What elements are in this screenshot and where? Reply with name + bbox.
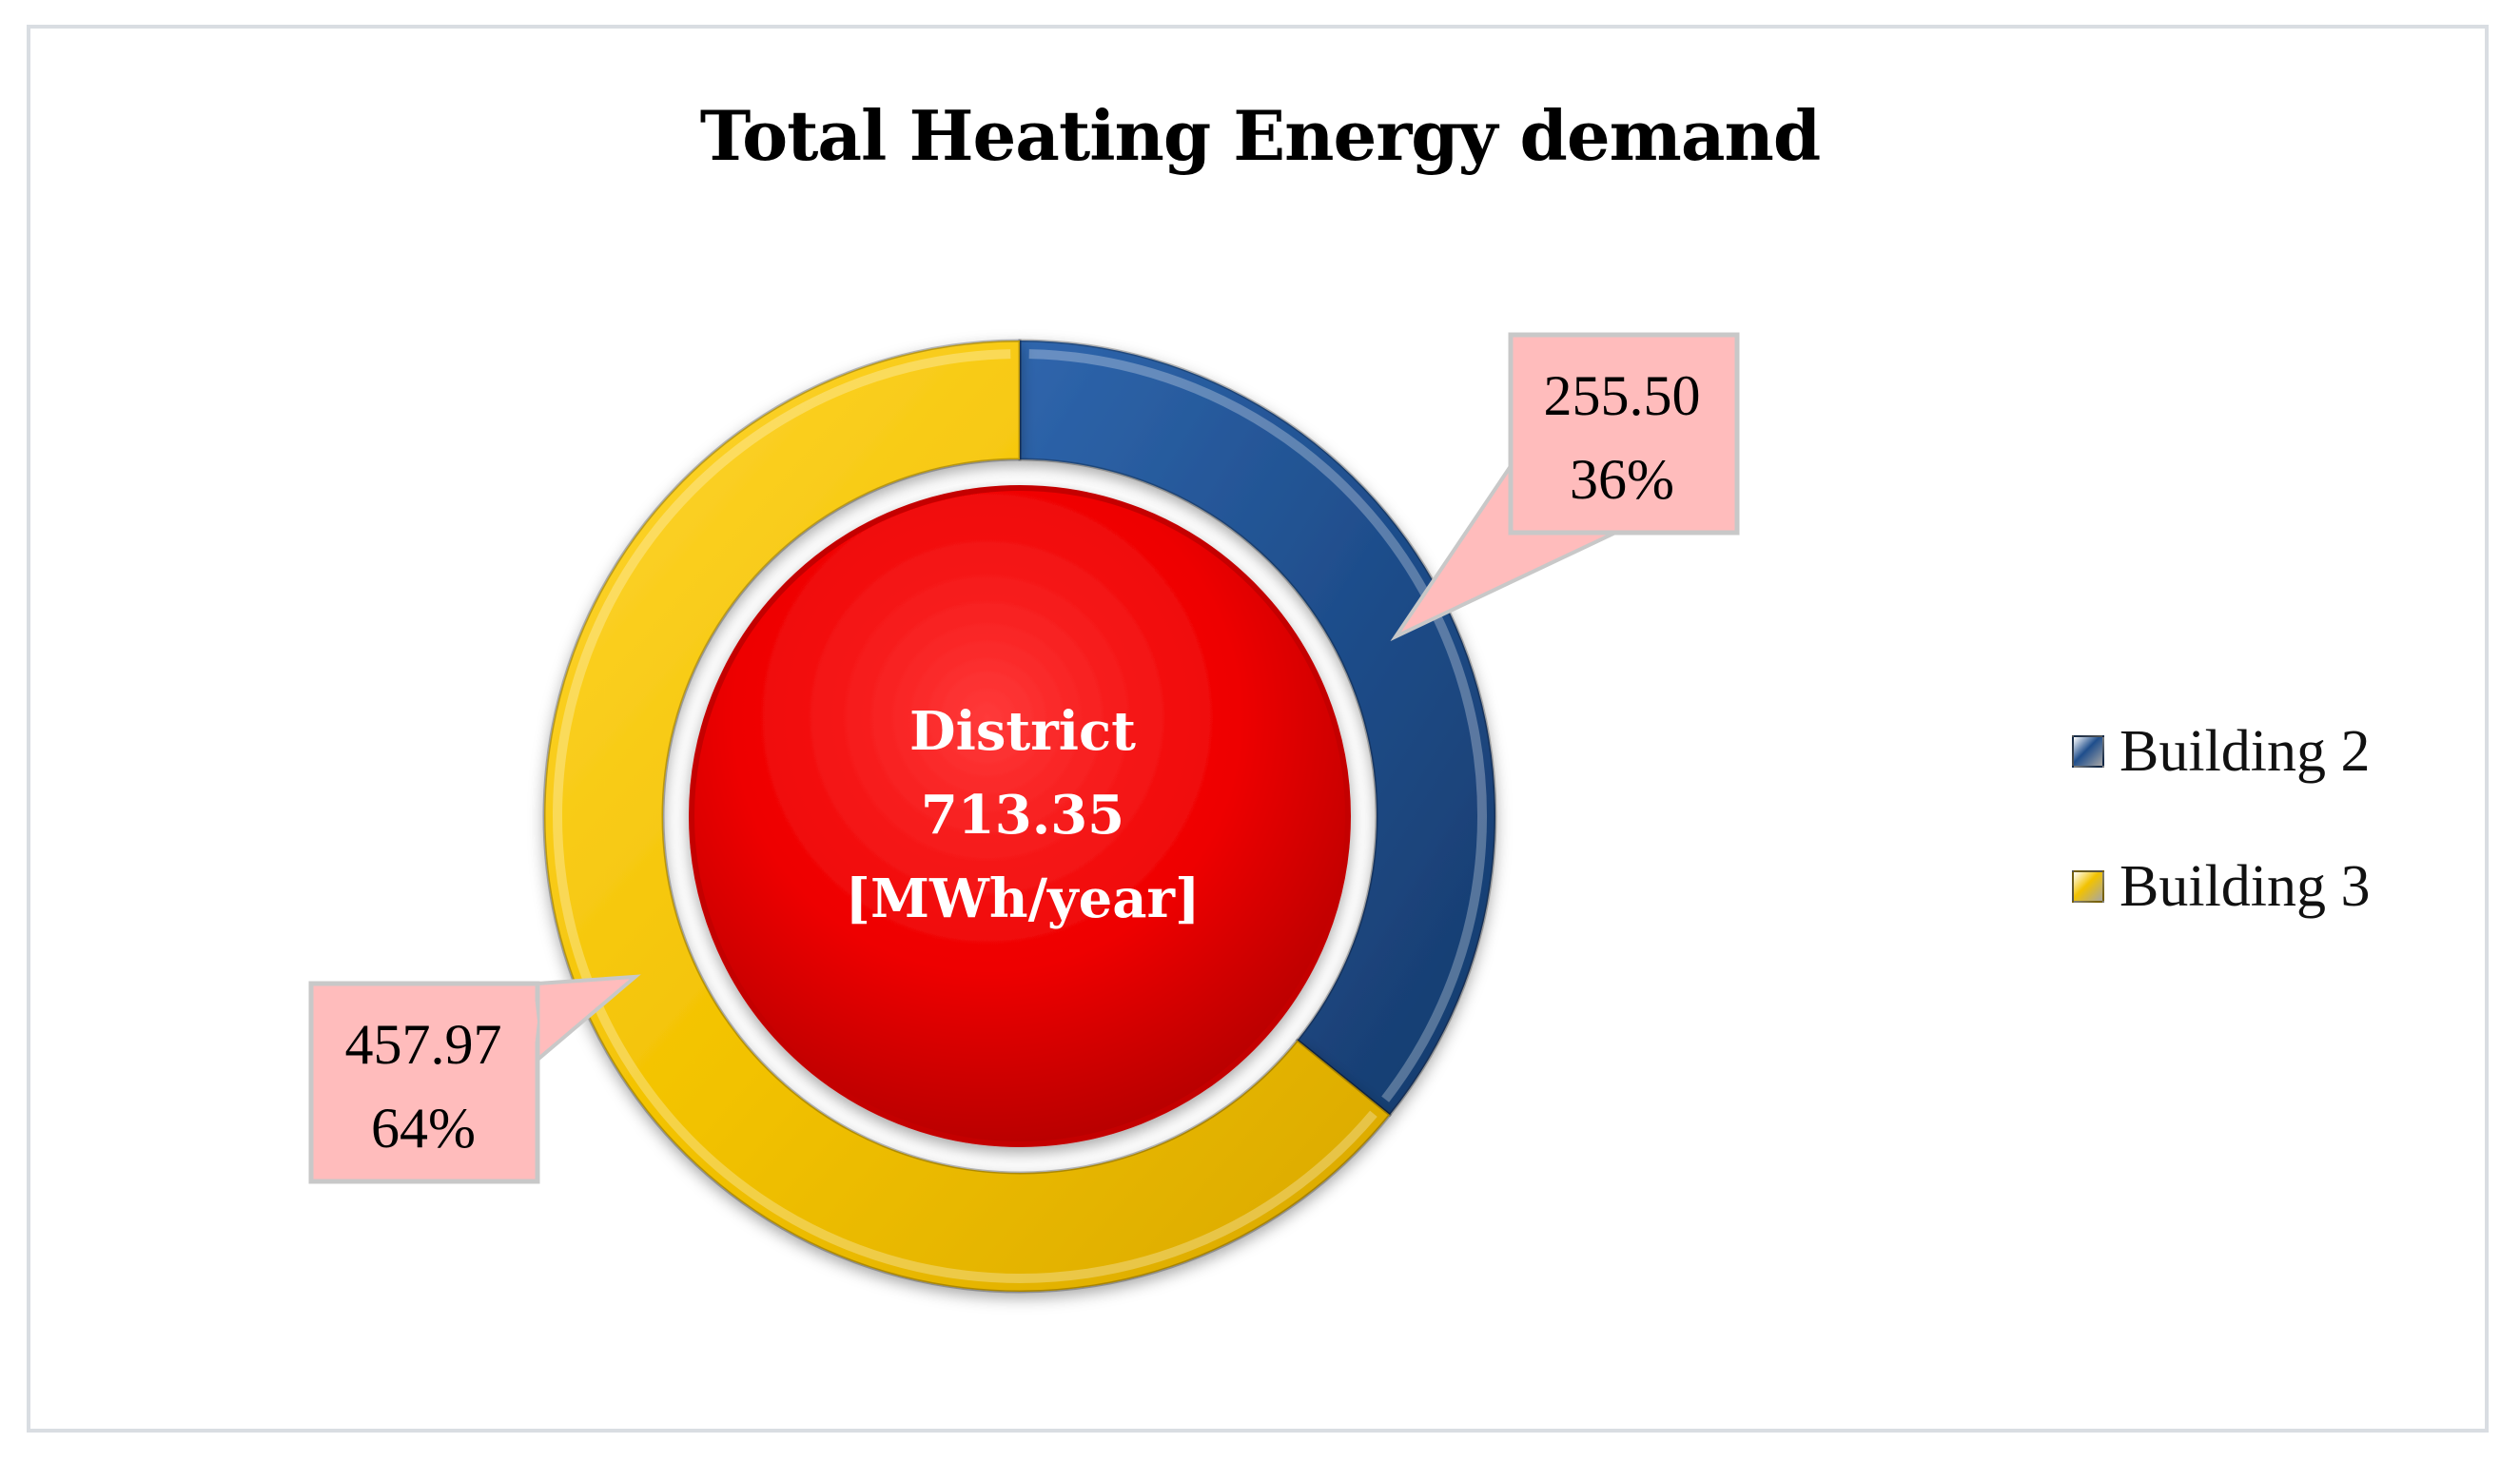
- donut-ring: [542, 339, 1497, 1294]
- callout-building-3: [308, 974, 641, 1184]
- slice-highlight: [553, 349, 1377, 1283]
- data-label-percent: 64%: [371, 1097, 476, 1160]
- slice-building-2[interactable]: [1018, 339, 1497, 1118]
- chart-title: Total Heating Energy demand: [699, 95, 1821, 176]
- data-label-building-3: 457.97 64%: [314, 1003, 533, 1170]
- data-label-percent: 36%: [1570, 448, 1674, 511]
- legend-swatch-building-3: [2072, 870, 2104, 903]
- center-label-line-2: 713.35: [920, 784, 1125, 847]
- legend-label: Building 2: [2120, 718, 2371, 784]
- data-label-building-2: 255.50 36%: [1513, 354, 1731, 521]
- center-label: District 713.35 [MWh/year]: [813, 690, 1232, 941]
- center-label-line-3: [MWh/year]: [845, 867, 1201, 930]
- legend-item-building-2[interactable]: Building 2: [2072, 718, 2371, 785]
- center-disk: [689, 485, 1351, 1147]
- legend-item-building-3[interactable]: Building 3: [2072, 853, 2371, 920]
- slice-building-3[interactable]: [542, 339, 1393, 1294]
- callout-group: [308, 332, 1740, 1184]
- callout-building-2: [1390, 332, 1740, 642]
- center-label-line-1: District: [909, 700, 1136, 763]
- legend-swatch-building-2: [2072, 735, 2104, 768]
- legend-label: Building 3: [2120, 853, 2371, 919]
- data-label-value: 255.50: [1543, 364, 1701, 427]
- legend: Building 2 Building 3: [2072, 718, 2371, 988]
- data-label-value: 457.97: [344, 1013, 502, 1076]
